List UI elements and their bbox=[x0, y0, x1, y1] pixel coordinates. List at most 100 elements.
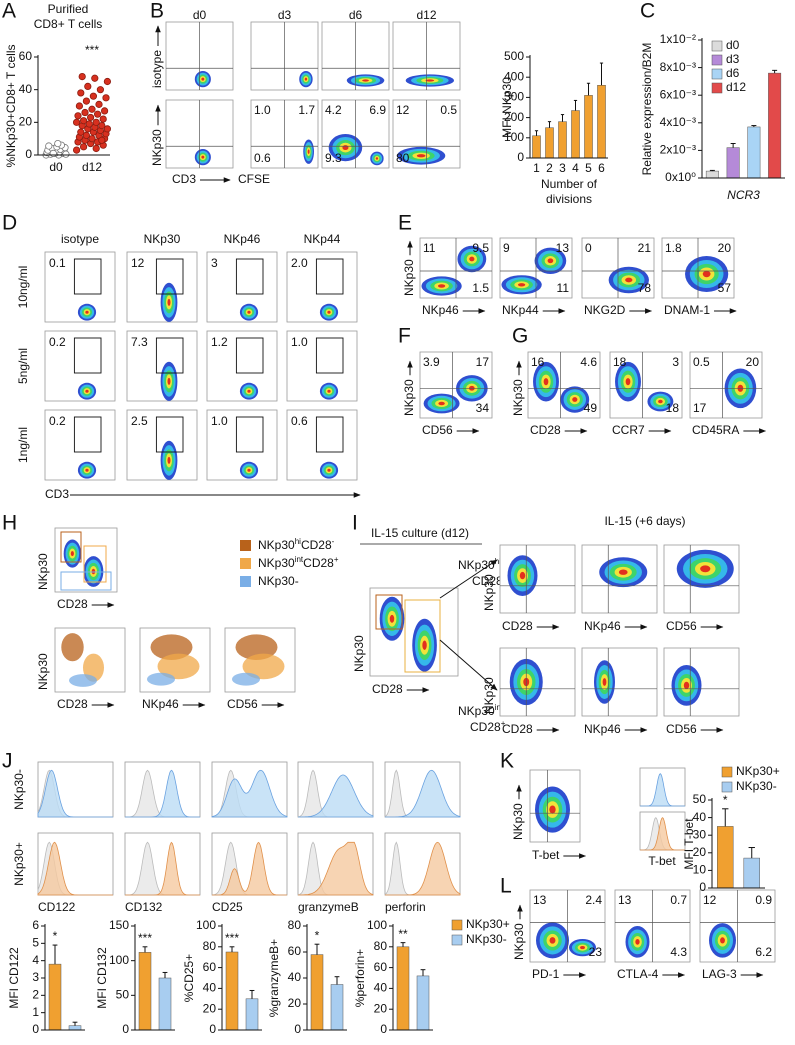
data-point bbox=[103, 77, 112, 86]
quadrant-value: 13 bbox=[618, 893, 632, 907]
x-tick-label: d12 bbox=[82, 160, 102, 174]
quadrant-value: 23 bbox=[589, 945, 603, 959]
y-tick-label: 5 bbox=[32, 936, 39, 950]
label-part: CD28 bbox=[470, 720, 501, 734]
density-contour bbox=[519, 571, 526, 580]
column-label: d3 bbox=[278, 8, 292, 22]
density-contour bbox=[580, 946, 585, 950]
histogram bbox=[385, 841, 461, 896]
legend-label: NKp30+ bbox=[736, 764, 780, 778]
density-contour bbox=[618, 569, 628, 575]
quadrant-value: 18 bbox=[666, 401, 680, 415]
bar bbox=[726, 147, 740, 179]
axis-label: NKp30 bbox=[512, 923, 526, 960]
data-point bbox=[92, 144, 100, 153]
quadrant-value: 6.2 bbox=[755, 945, 772, 959]
y-axis-label: %granzymeB+ bbox=[267, 939, 281, 1017]
density-contour bbox=[625, 378, 631, 386]
label-part: CD28 bbox=[303, 556, 334, 570]
bar bbox=[584, 95, 593, 159]
event-cloud bbox=[147, 672, 175, 686]
legend-swatch bbox=[240, 558, 251, 569]
gate bbox=[375, 594, 403, 630]
density-contour bbox=[438, 401, 445, 406]
density-contour bbox=[437, 284, 446, 288]
superscript: hi bbox=[295, 537, 301, 546]
axis-label: NKp30 bbox=[511, 379, 525, 416]
bar bbox=[545, 127, 554, 159]
panel-letter: J bbox=[2, 750, 13, 773]
bar bbox=[743, 857, 760, 889]
axis-label: NKp46 bbox=[142, 697, 179, 711]
superscript: + bbox=[501, 719, 506, 728]
histogram bbox=[640, 773, 685, 807]
annotation: ** bbox=[398, 927, 408, 941]
axis-label: NKp44 bbox=[502, 303, 539, 317]
gate bbox=[83, 545, 107, 583]
x-tick-label: 5 bbox=[585, 161, 592, 175]
axis-label: CD132 bbox=[125, 900, 163, 914]
axis-label: T-bet bbox=[648, 854, 676, 868]
bar bbox=[330, 984, 344, 1031]
quadrant-value: 9.3 bbox=[325, 151, 342, 165]
y-tick-label: 0 bbox=[294, 1022, 301, 1036]
gate-value: 0.6 bbox=[291, 414, 308, 428]
legend-swatch bbox=[711, 40, 723, 52]
axis-label: NKp30 bbox=[402, 259, 416, 296]
panel-letter: C bbox=[640, 0, 655, 23]
quadrant-value: 6.9 bbox=[369, 103, 386, 117]
y-tick-label: 50 bbox=[116, 988, 130, 1002]
legend-swatch bbox=[451, 934, 463, 946]
x-axis-label: NCR3 bbox=[727, 188, 760, 202]
density-contour bbox=[469, 256, 475, 262]
y-tick-label: 300 bbox=[504, 90, 524, 104]
density-contour bbox=[549, 937, 556, 944]
legend-label: d6 bbox=[726, 66, 740, 80]
quadrant-value: 0.6 bbox=[254, 151, 271, 165]
y-tick-label: 20 bbox=[693, 845, 707, 859]
superscript: - bbox=[332, 537, 335, 546]
axis-label: CD56 bbox=[666, 619, 697, 633]
y-tick-label: 60 bbox=[374, 960, 388, 974]
histogram bbox=[211, 769, 288, 818]
gate bbox=[235, 258, 264, 295]
y-tick-label: 0 bbox=[32, 1022, 39, 1036]
legend-swatch bbox=[721, 781, 733, 793]
gate bbox=[404, 599, 441, 673]
axis-label: NKp30 bbox=[352, 635, 366, 672]
panel-title: IL-15 culture (d12) bbox=[371, 526, 469, 540]
axis-label: perforin bbox=[385, 900, 426, 914]
axis-label: CCR7 bbox=[612, 423, 645, 437]
bar bbox=[747, 126, 761, 179]
axis-label: NKp30 bbox=[150, 129, 164, 166]
bar bbox=[245, 998, 259, 1031]
axis-label: NKp46 bbox=[584, 722, 621, 736]
legend-swatch bbox=[711, 54, 723, 66]
bar bbox=[705, 170, 719, 179]
label-part: CD28 bbox=[472, 574, 503, 588]
data-point bbox=[84, 82, 92, 91]
event-cloud bbox=[242, 653, 285, 680]
column-label: d12 bbox=[416, 8, 436, 22]
y-tick-label: 20 bbox=[19, 115, 33, 129]
bar bbox=[48, 963, 62, 1031]
quadrant-value: 2.4 bbox=[585, 893, 602, 907]
axis-label: CD28 bbox=[502, 722, 533, 736]
density-contour bbox=[625, 277, 633, 283]
gate-value: 3 bbox=[211, 256, 218, 270]
annotation: * bbox=[723, 793, 728, 807]
y-tick-label: 6 bbox=[32, 918, 39, 932]
gate-value: 2.0 bbox=[291, 256, 308, 270]
y-tick-label: 6x10⁻³ bbox=[660, 87, 696, 101]
panel-letter: F bbox=[398, 325, 411, 348]
annotation: * bbox=[53, 929, 58, 943]
quadrant-value: 3 bbox=[672, 355, 679, 369]
quadrant-value: 1.7 bbox=[298, 103, 315, 117]
y-tick-label: 400 bbox=[504, 69, 524, 83]
quadrant-value: 49 bbox=[584, 401, 598, 415]
data-point bbox=[88, 135, 96, 143]
bar bbox=[597, 85, 606, 159]
quadrant-value: 0.5 bbox=[440, 103, 457, 117]
y-tick-label: 500 bbox=[504, 49, 524, 63]
